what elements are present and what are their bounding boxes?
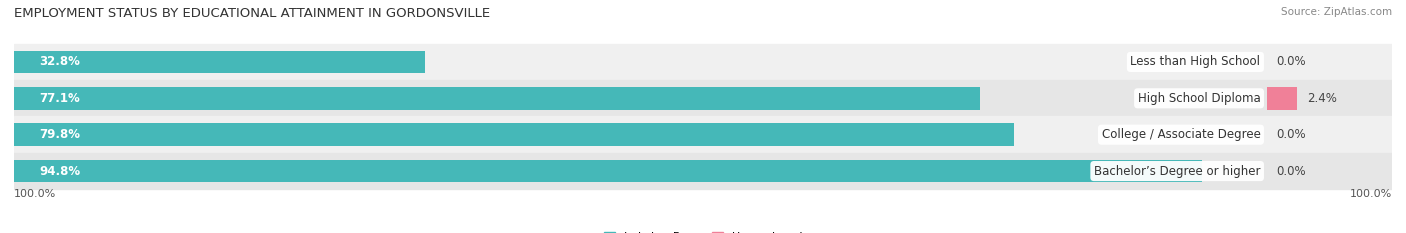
Bar <box>14 116 1392 153</box>
Text: Source: ZipAtlas.com: Source: ZipAtlas.com <box>1281 7 1392 17</box>
Text: 2.4%: 2.4% <box>1306 92 1337 105</box>
Text: EMPLOYMENT STATUS BY EDUCATIONAL ATTAINMENT IN GORDONSVILLE: EMPLOYMENT STATUS BY EDUCATIONAL ATTAINM… <box>14 7 491 20</box>
Bar <box>14 51 425 73</box>
Bar <box>14 80 1392 116</box>
Bar <box>1267 87 1296 110</box>
Text: 77.1%: 77.1% <box>39 92 80 105</box>
Text: 0.0%: 0.0% <box>1277 55 1306 69</box>
Text: High School Diploma: High School Diploma <box>1137 92 1260 105</box>
Text: College / Associate Degree: College / Associate Degree <box>1101 128 1260 141</box>
Text: 32.8%: 32.8% <box>39 55 80 69</box>
Bar <box>14 153 1392 189</box>
Bar <box>14 160 1202 182</box>
Text: 100.0%: 100.0% <box>1350 189 1392 199</box>
Text: 79.8%: 79.8% <box>39 128 80 141</box>
Bar <box>14 44 1392 80</box>
Bar <box>14 123 1014 146</box>
Text: 94.8%: 94.8% <box>39 164 80 178</box>
Bar <box>14 87 980 110</box>
Text: Less than High School: Less than High School <box>1130 55 1260 69</box>
Text: 0.0%: 0.0% <box>1277 164 1306 178</box>
Text: Bachelor’s Degree or higher: Bachelor’s Degree or higher <box>1094 164 1260 178</box>
Text: 0.0%: 0.0% <box>1277 128 1306 141</box>
Legend: In Labor Force, Unemployed: In Labor Force, Unemployed <box>603 232 803 233</box>
Text: 100.0%: 100.0% <box>14 189 56 199</box>
